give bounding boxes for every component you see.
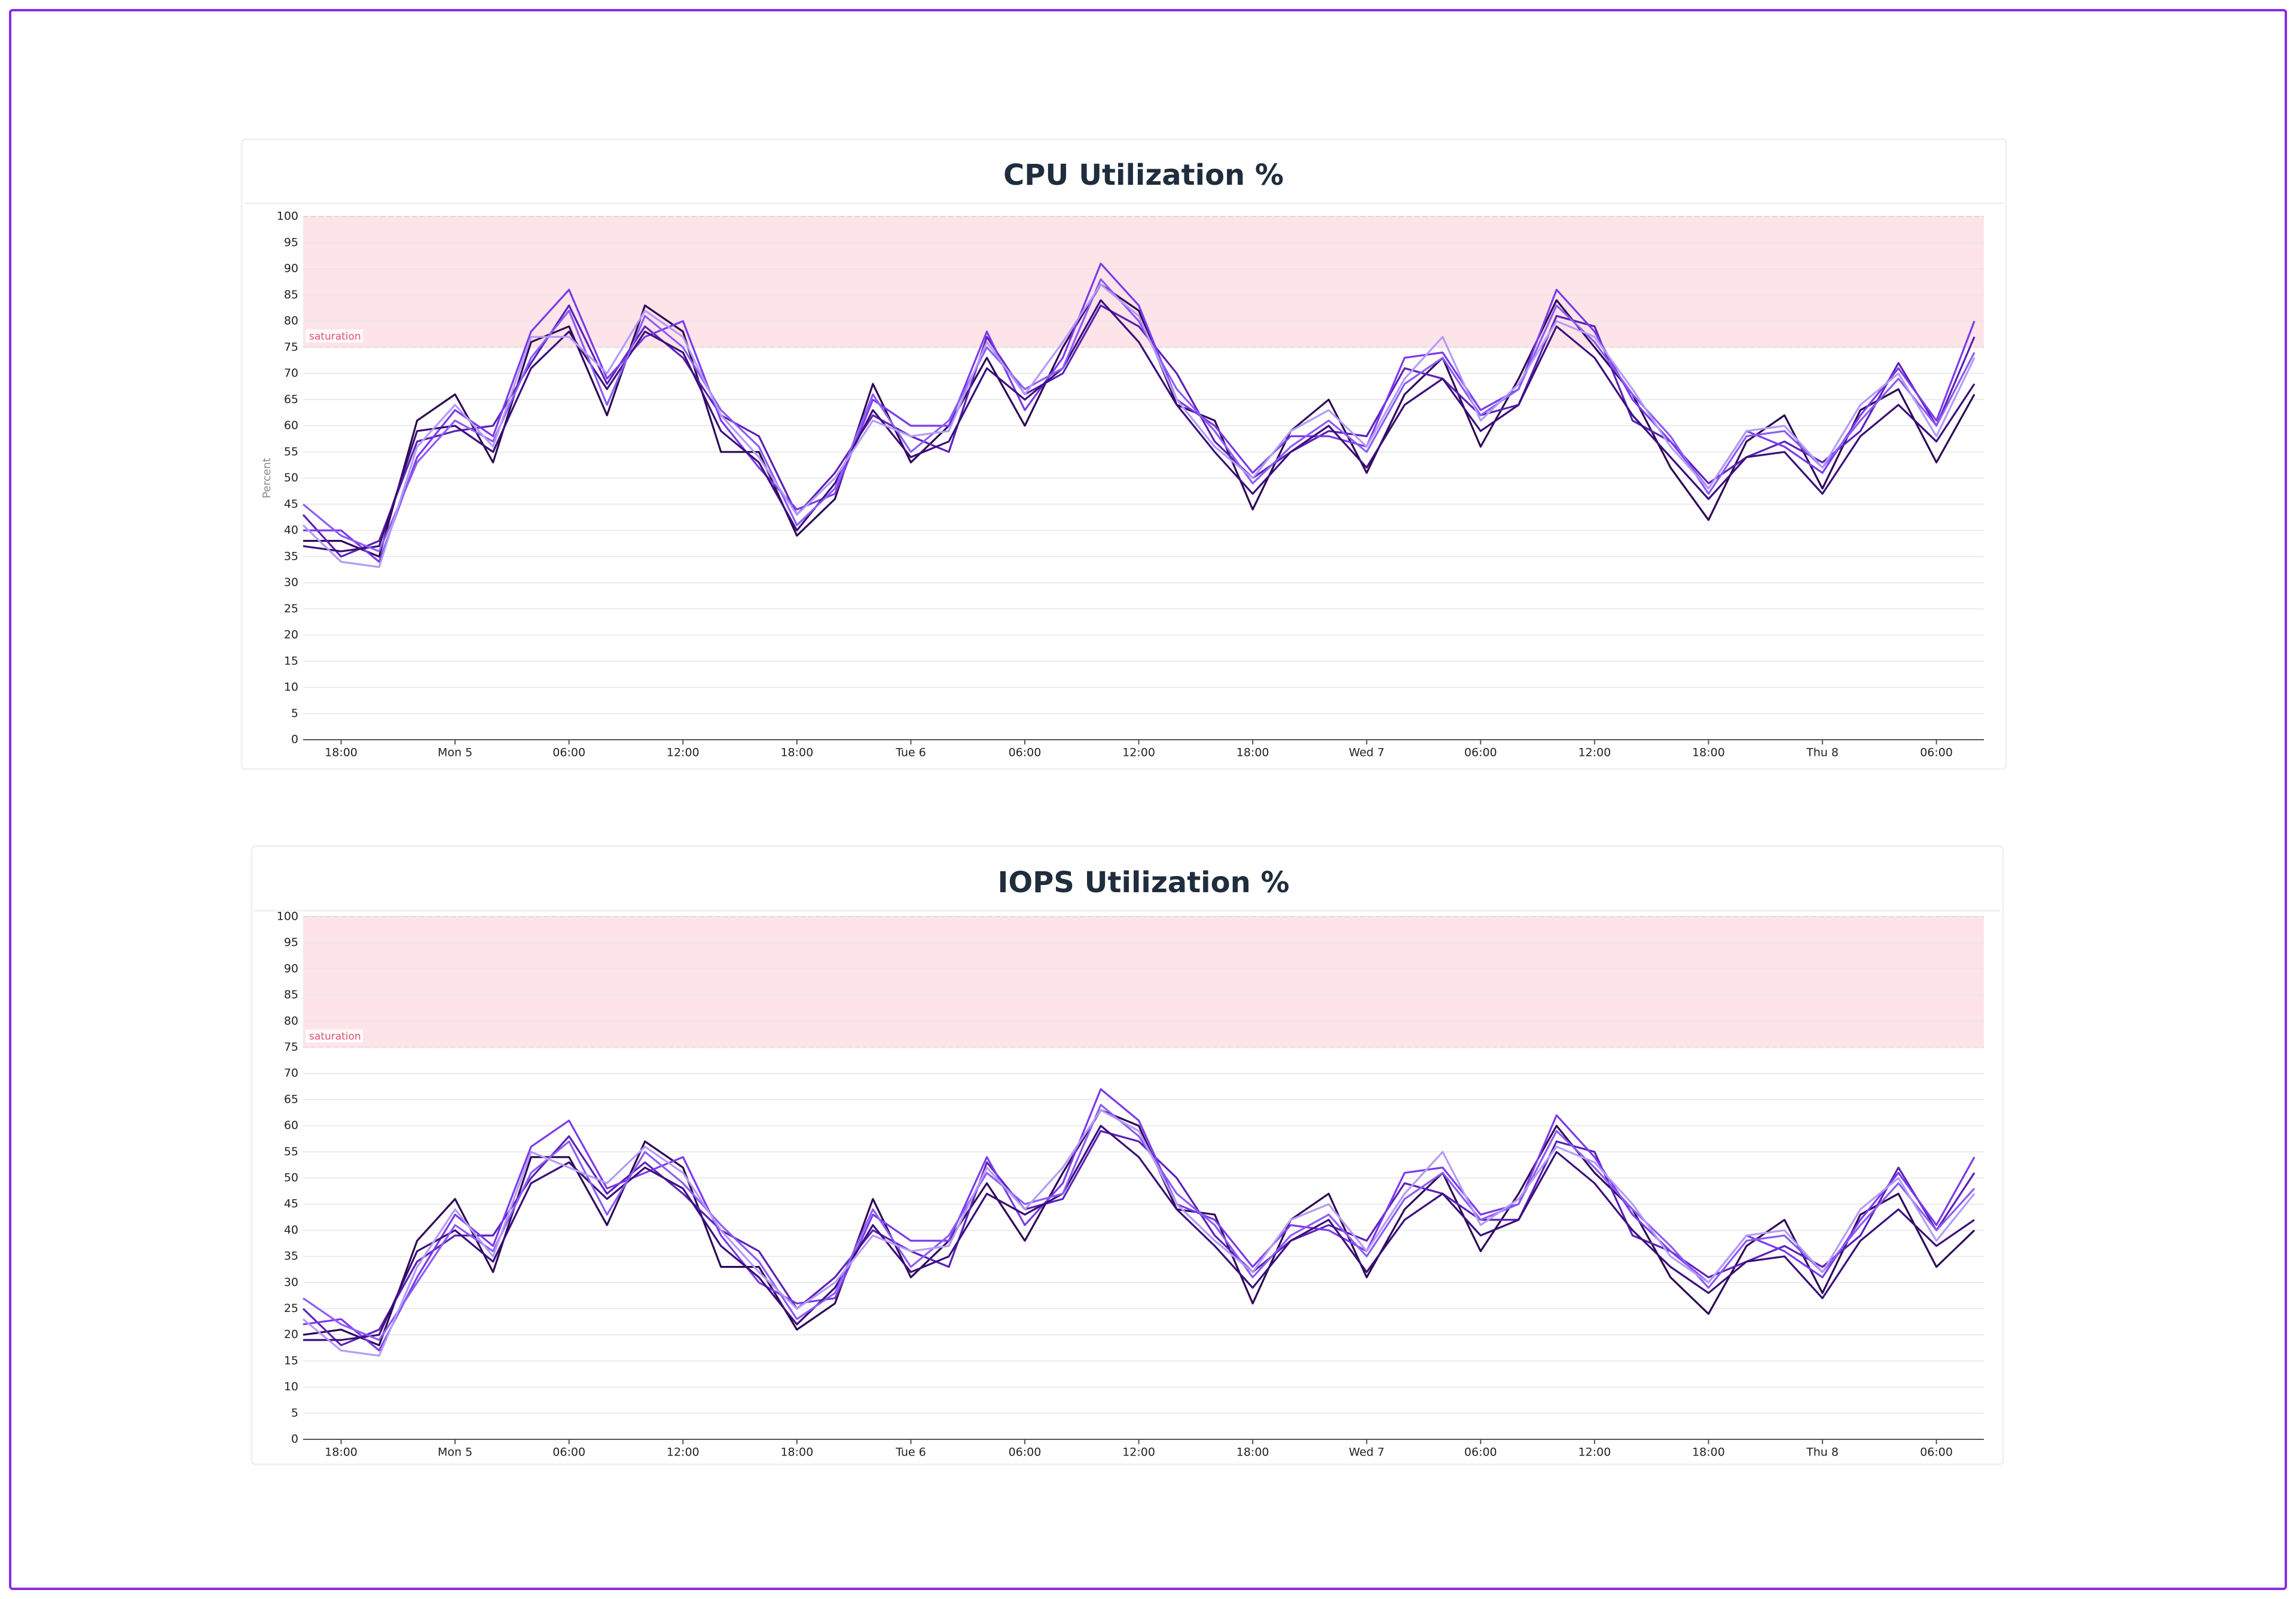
y-tick-label: 65 — [284, 1093, 298, 1106]
y-tick-label: 25 — [284, 1302, 298, 1315]
saturation-band — [303, 917, 1984, 1048]
y-tick-label: 0 — [291, 733, 298, 746]
x-tick-label: 06:00 — [1920, 1446, 1953, 1459]
y-tick-label: 20 — [284, 1328, 298, 1341]
y-tick-label: 50 — [284, 1171, 298, 1185]
band-label-bg — [306, 329, 363, 343]
y-tick-label: 50 — [284, 471, 298, 484]
y-tick-label: 75 — [284, 340, 298, 353]
band-label: saturation — [309, 1031, 361, 1043]
y-axis-label: Percent — [261, 458, 273, 499]
x-tick-label: 18:00 — [1692, 1446, 1725, 1459]
y-tick-label: 55 — [284, 1145, 298, 1158]
y-tick-label: 75 — [284, 1040, 298, 1054]
x-tick-label: Mon 5 — [438, 1446, 472, 1459]
y-tick-label: 60 — [284, 419, 298, 432]
y-tick-label: 5 — [291, 1406, 298, 1420]
y-tick-label: 80 — [284, 315, 298, 328]
y-tick-label: 90 — [284, 962, 298, 975]
y-tick-label: 70 — [284, 1067, 298, 1080]
y-tick-label: 40 — [284, 1223, 298, 1237]
y-tick-label: 5 — [291, 707, 298, 720]
y-tick-label: 30 — [284, 1275, 298, 1289]
y-tick-label: 10 — [284, 1380, 298, 1393]
x-tick-label: 12:00 — [667, 746, 700, 759]
x-tick-label: 06:00 — [1920, 746, 1953, 759]
x-tick-label: 06:00 — [1464, 746, 1497, 759]
x-tick-label: Tue 6 — [895, 1446, 926, 1459]
x-tick-label: 06:00 — [1009, 746, 1042, 759]
x-tick-label: 06:00 — [552, 1446, 585, 1459]
y-tick-label: 25 — [284, 602, 298, 615]
y-tick-label: 65 — [284, 393, 298, 406]
series-line — [302, 1109, 1976, 1357]
x-tick-label: 12:00 — [667, 1446, 700, 1459]
x-tick-label: Thu 8 — [1806, 746, 1839, 759]
x-tick-label: Thu 8 — [1806, 1446, 1839, 1459]
series-line — [302, 283, 1976, 568]
y-tick-label: 100 — [277, 910, 298, 923]
y-tick-label: 40 — [284, 524, 298, 537]
x-tick-label: 06:00 — [1464, 1446, 1497, 1459]
band-label-bg — [306, 1029, 363, 1043]
x-tick-label: 18:00 — [1236, 746, 1269, 759]
y-tick-label: 60 — [284, 1119, 298, 1132]
y-tick-label: 30 — [284, 576, 298, 589]
x-tick-label: Wed 7 — [1349, 1446, 1385, 1459]
series-line — [303, 1088, 1976, 1351]
page-frame — [9, 9, 2287, 1590]
x-tick-label: 12:00 — [1578, 746, 1611, 759]
y-tick-label: 10 — [284, 681, 298, 694]
y-tick-label: 0 — [291, 1433, 298, 1446]
y-tick-label: 90 — [284, 262, 298, 275]
chart-title: CPU Utilization % — [1003, 158, 1284, 192]
y-tick-label: 85 — [284, 988, 298, 1002]
series-line — [302, 1130, 1976, 1347]
x-tick-label: 18:00 — [1692, 746, 1725, 759]
series-line — [302, 304, 1976, 558]
y-tick-label: 35 — [284, 550, 298, 563]
y-tick-label: 15 — [284, 654, 298, 667]
chart-title: IOPS Utilization % — [997, 866, 1289, 899]
x-tick-label: 12:00 — [1578, 1446, 1611, 1459]
x-tick-label: 18:00 — [1236, 1446, 1269, 1459]
y-tick-label: 85 — [284, 288, 298, 301]
y-tick-label: 35 — [284, 1250, 298, 1263]
y-tick-label: 80 — [284, 1014, 298, 1027]
x-tick-label: 12:00 — [1122, 1446, 1155, 1459]
x-tick-label: Mon 5 — [438, 746, 472, 759]
band-label: saturation — [309, 331, 361, 343]
y-tick-label: 45 — [284, 498, 298, 511]
y-tick-label: 15 — [284, 1354, 298, 1367]
x-tick-label: 06:00 — [1009, 1446, 1042, 1459]
y-tick-label: 100 — [277, 210, 298, 223]
y-tick-label: 70 — [284, 367, 298, 380]
x-tick-label: 18:00 — [780, 1446, 813, 1459]
series-line — [303, 263, 1976, 563]
x-tick-label: Tue 6 — [895, 746, 926, 759]
x-tick-label: 12:00 — [1122, 746, 1155, 759]
series-line — [303, 283, 1976, 558]
series-line — [303, 299, 1976, 553]
y-tick-label: 45 — [284, 1197, 298, 1210]
x-tick-label: 06:00 — [552, 746, 585, 759]
y-tick-label: 20 — [284, 628, 298, 642]
x-tick-label: Wed 7 — [1349, 746, 1385, 759]
x-tick-label: 18:00 — [325, 1446, 358, 1459]
y-tick-label: 95 — [284, 936, 298, 949]
series-line — [303, 1125, 1976, 1341]
x-tick-label: 18:00 — [780, 746, 813, 759]
x-tick-label: 18:00 — [325, 746, 358, 759]
y-tick-label: 55 — [284, 445, 298, 458]
y-tick-label: 95 — [284, 236, 298, 249]
series-line — [303, 1109, 1976, 1347]
